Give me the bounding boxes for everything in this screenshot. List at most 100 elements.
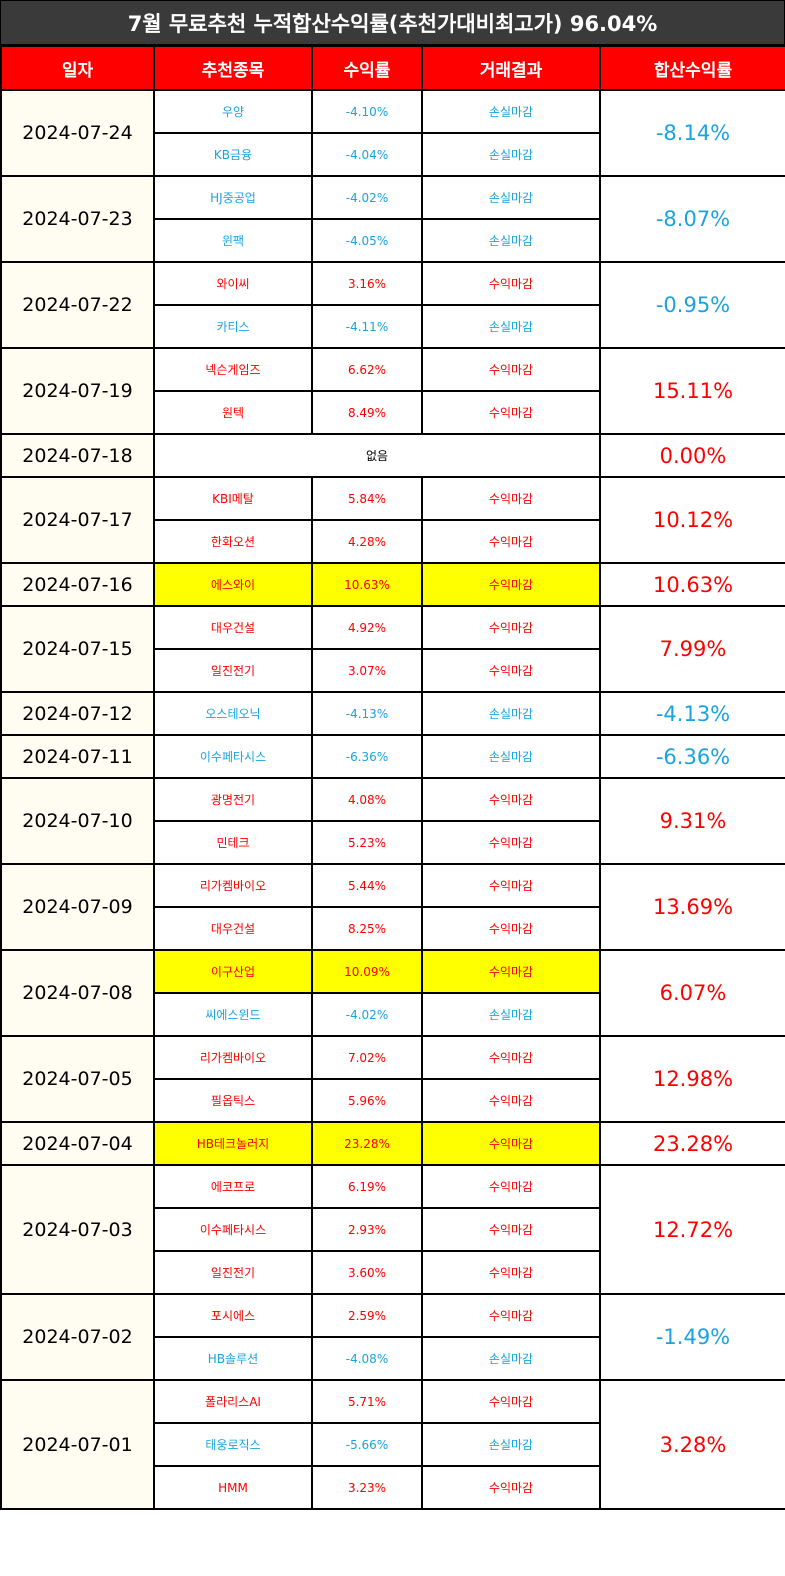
rate-cell: -4.05%: [311, 218, 423, 263]
total-cell: 10.63%: [599, 562, 785, 607]
stock-cell: HB테크놀러지: [153, 1121, 313, 1166]
table-row: HMM 3.23% 수익마감: [1, 1465, 785, 1510]
date-cell: 2024-07-22: [0, 261, 155, 349]
table-row: 2024-07-23 HJ중공업 -4.02% 손실마감 -8.07%: [0, 175, 785, 263]
table-row: 카티스 -4.11% 손실마감: [1, 304, 785, 349]
total-cell: 12.98%: [599, 1035, 785, 1123]
table-row: KB금융 -4.04% 손실마감: [1, 132, 785, 177]
stock-cell: 광명전기: [153, 777, 313, 822]
rate-cell: 8.49%: [311, 390, 423, 435]
stock-cell: 원텍: [153, 390, 313, 435]
stock-cell: 이수페타시스: [153, 734, 313, 779]
table-row: 2024-07-10 광명전기 4.08% 수익마감 9.31%: [0, 777, 785, 865]
rate-cell: -4.02%: [311, 175, 423, 220]
rate-cell: 3.07%: [311, 648, 423, 693]
rate-cell: 4.92%: [311, 605, 423, 650]
result-cell: 수익마감: [421, 648, 601, 693]
stock-cell: 일진전기: [153, 648, 313, 693]
rate-cell: 10.09%: [311, 949, 423, 994]
stock-cell: KBI메탈: [153, 476, 313, 521]
rate-cell: 7.02%: [311, 1035, 423, 1080]
total-cell: 13.69%: [599, 863, 785, 951]
rate-cell: 8.25%: [311, 906, 423, 951]
total-cell: 0.00%: [599, 433, 785, 478]
rate-cell: 10.63%: [311, 562, 423, 607]
table-row: 2024-07-17 KBI메탈 5.84% 수익마감 10.12%: [0, 476, 785, 564]
table-row: 한화오션 4.28% 수익마감: [1, 519, 785, 564]
stock-cell: 리가켐바이오: [153, 1035, 313, 1080]
returns-table: 일자 추천종목 수익률 거래결과 합산수익률 2024-07-24 우양 -4.10…: [0, 45, 785, 1510]
rate-cell: 5.23%: [311, 820, 423, 865]
stock-cell: 이수페타시스: [153, 1207, 313, 1252]
total-cell: 9.31%: [599, 777, 785, 865]
header-total: 합산수익률: [599, 45, 785, 91]
rate-cell: -6.36%: [311, 734, 423, 779]
rate-cell: 3.23%: [311, 1465, 423, 1510]
result-cell: 수익마감: [421, 390, 601, 435]
rate-cell: 4.08%: [311, 777, 423, 822]
result-cell: 수익마감: [421, 906, 601, 951]
table-row: 태웅로직스 -5.66% 손실마감: [1, 1422, 785, 1467]
stock-cell: 이구산업: [153, 949, 313, 994]
table-row: 2024-07-19 넥슨게임즈 6.62% 수익마감 15.11%: [0, 347, 785, 435]
result-cell: 수익마감: [421, 1035, 601, 1080]
header-rate: 수익률: [311, 45, 423, 91]
result-cell: 수익마감: [421, 1207, 601, 1252]
stock-cell: 에스와이: [153, 562, 313, 607]
result-cell: 손실마감: [421, 132, 601, 177]
stock-cell: 포시에스: [153, 1293, 313, 1338]
table-row: 2024-07-15 대우건설 4.92% 수익마감 7.99%: [0, 605, 785, 693]
stock-cell: HMM: [153, 1465, 313, 1510]
total-cell: -0.95%: [599, 261, 785, 349]
result-cell: 손실마감: [421, 89, 601, 134]
stock-cell: 와이씨: [153, 261, 313, 306]
date-cell: 2024-07-10: [0, 777, 155, 865]
result-cell: 손실마감: [421, 175, 601, 220]
stock-cell: 윈팩: [153, 218, 313, 263]
table-row: 2024-07-01 폴라리스AI 5.71% 수익마감 3.28%: [0, 1379, 785, 1510]
stock-cell: HB솔루션: [153, 1336, 313, 1381]
rate-cell: -4.11%: [311, 304, 423, 349]
stock-cell: 한화오션: [153, 519, 313, 564]
rate-cell: 3.60%: [311, 1250, 423, 1295]
table-row: 2024-07-16 에스와이 10.63% 수익마감 10.63%: [0, 562, 785, 607]
table-row: 2024-07-24 우양 -4.10% 손실마감 -8.14%: [0, 89, 785, 177]
result-cell: 손실마감: [421, 1422, 601, 1467]
date-cell: 2024-07-02: [0, 1293, 155, 1381]
table-row: 2024-07-04 HB테크놀러지 23.28% 수익마감 23.28%: [0, 1121, 785, 1166]
result-cell: 손실마감: [421, 691, 601, 736]
stock-cell: 대우건설: [153, 605, 313, 650]
rate-cell: -4.13%: [311, 691, 423, 736]
header-result: 거래결과: [421, 45, 601, 91]
date-cell: 2024-07-11: [0, 734, 155, 779]
rate-cell: -4.10%: [311, 89, 423, 134]
rate-cell: 3.16%: [311, 261, 423, 306]
table-body: 2024-07-24 우양 -4.10% 손실마감 -8.14% KB금융 -4.04% 손실…: [0, 89, 785, 1510]
header-row: 일자 추천종목 수익률 거래결과 합산수익률: [0, 45, 785, 91]
total-cell: 23.28%: [599, 1121, 785, 1166]
stock-cell: 씨에스윈드: [153, 992, 313, 1037]
stock-cell: 에코프로: [153, 1164, 313, 1209]
stock-cell: 오스테오닉: [153, 691, 313, 736]
date-cell: 2024-07-01: [0, 1379, 155, 1510]
total-cell: -8.14%: [599, 89, 785, 177]
stock-cell: 리가켐바이오: [153, 863, 313, 908]
result-cell: 수익마감: [421, 605, 601, 650]
date-cell: 2024-07-15: [0, 605, 155, 693]
stock-cell: 카티스: [153, 304, 313, 349]
stock-cell: 넥슨게임즈: [153, 347, 313, 392]
date-cell: 2024-07-08: [0, 949, 155, 1037]
result-cell: 수익마감: [421, 949, 601, 994]
rate-cell: 6.19%: [311, 1164, 423, 1209]
table-row: 씨에스윈드 -4.02% 손실마감: [1, 992, 785, 1037]
total-cell: 6.07%: [599, 949, 785, 1037]
date-cell: 2024-07-19: [0, 347, 155, 435]
result-cell: 손실마감: [421, 734, 601, 779]
table-row: 윈팩 -4.05% 손실마감: [1, 218, 785, 263]
sheet-title: 7월 무료추천 누적합산수익률(추천가대비최고가) 96.04%: [0, 0, 785, 45]
date-cell: 2024-07-17: [0, 476, 155, 564]
stock-cell: HJ중공업: [153, 175, 313, 220]
total-cell: 12.72%: [599, 1164, 785, 1295]
result-cell: 수익마감: [421, 1250, 601, 1295]
result-cell: 수익마감: [421, 261, 601, 306]
